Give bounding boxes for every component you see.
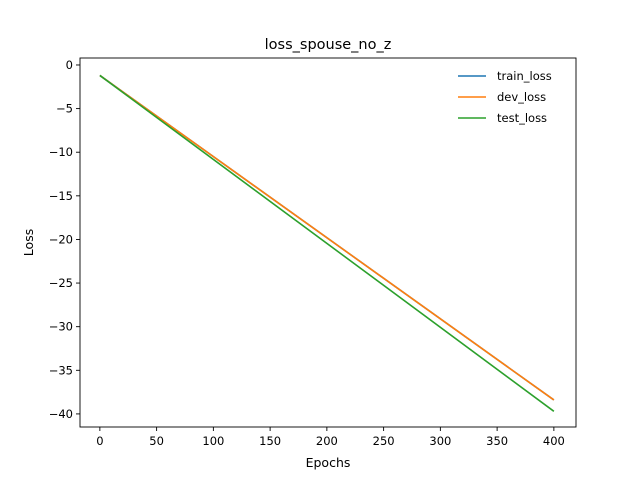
y-axis-label: Loss [21, 229, 36, 256]
legend: train_loss dev_loss test_loss [458, 69, 552, 125]
x-tick-label: 200 [316, 434, 338, 448]
x-tick-label: 150 [259, 434, 281, 448]
y-axis-ticks: 0 −5 −10 −15 −20 −25 −30 −35 −40 [49, 58, 80, 421]
y-tick-label: −35 [49, 363, 73, 377]
y-tick-label: 0 [66, 58, 73, 72]
series-line-test_loss [99, 74, 555, 412]
x-axis-ticks: 0 50 100 150 200 250 300 350 400 [96, 427, 565, 448]
y-tick-label: −5 [56, 102, 73, 116]
y-tick-label: −15 [49, 189, 73, 203]
plot-lines [99, 74, 555, 412]
x-tick-label: 300 [429, 434, 451, 448]
y-tick-label: −25 [49, 276, 73, 290]
chart-title: loss_spouse_no_z [265, 37, 392, 53]
x-axis-label: Epochs [306, 455, 351, 470]
x-tick-label: 0 [96, 434, 103, 448]
x-tick-label: 400 [543, 434, 565, 448]
x-tick-label: 350 [486, 434, 508, 448]
y-tick-label: −40 [49, 407, 73, 421]
axes-frame [79, 57, 577, 428]
series-line-dev_loss [99, 74, 555, 401]
legend-label-train_loss: train_loss [497, 69, 552, 83]
y-tick-label: −20 [49, 232, 73, 246]
legend-label-test_loss: test_loss [497, 111, 547, 125]
x-tick-label: 250 [373, 434, 395, 448]
y-tick-label: −10 [49, 145, 73, 159]
x-tick-label: 50 [149, 434, 164, 448]
x-tick-label: 100 [202, 434, 224, 448]
legend-label-dev_loss: dev_loss [497, 90, 546, 104]
y-tick-label: −30 [49, 320, 73, 334]
